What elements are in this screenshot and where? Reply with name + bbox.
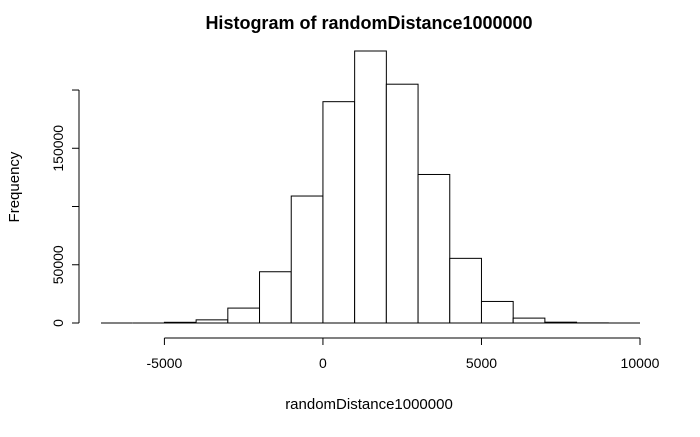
x-tick-label: 5000	[466, 355, 497, 371]
histogram-bar	[481, 301, 513, 323]
y-axis: 0 50000 150000	[50, 90, 79, 327]
x-axis: -5000 0 5000 10000	[147, 338, 660, 371]
y-tick-label: 0	[50, 319, 66, 327]
histogram-bar	[228, 308, 260, 323]
histogram-bar	[513, 318, 545, 323]
y-tick-label: 50000	[50, 245, 66, 284]
histogram-bar	[355, 51, 387, 323]
histogram-bars	[101, 51, 640, 323]
histogram-bar	[291, 196, 323, 323]
y-tick-label: 150000	[50, 125, 66, 172]
histogram-bar	[164, 322, 196, 323]
histogram-bar	[545, 322, 577, 323]
histogram-bar	[196, 320, 228, 323]
histogram-bar	[386, 84, 418, 323]
y-axis-label: Frequency	[6, 151, 23, 222]
histogram-bar	[418, 174, 450, 323]
x-axis-label: randomDistance1000000	[285, 396, 453, 413]
histogram-bar	[323, 102, 355, 323]
histogram-bar	[260, 272, 292, 323]
histogram-bar	[450, 258, 482, 323]
x-tick-label: 0	[319, 355, 327, 371]
x-tick-label: 10000	[621, 355, 660, 371]
chart-title: Histogram of randomDistance1000000	[205, 13, 532, 33]
x-tick-label: -5000	[147, 355, 183, 371]
